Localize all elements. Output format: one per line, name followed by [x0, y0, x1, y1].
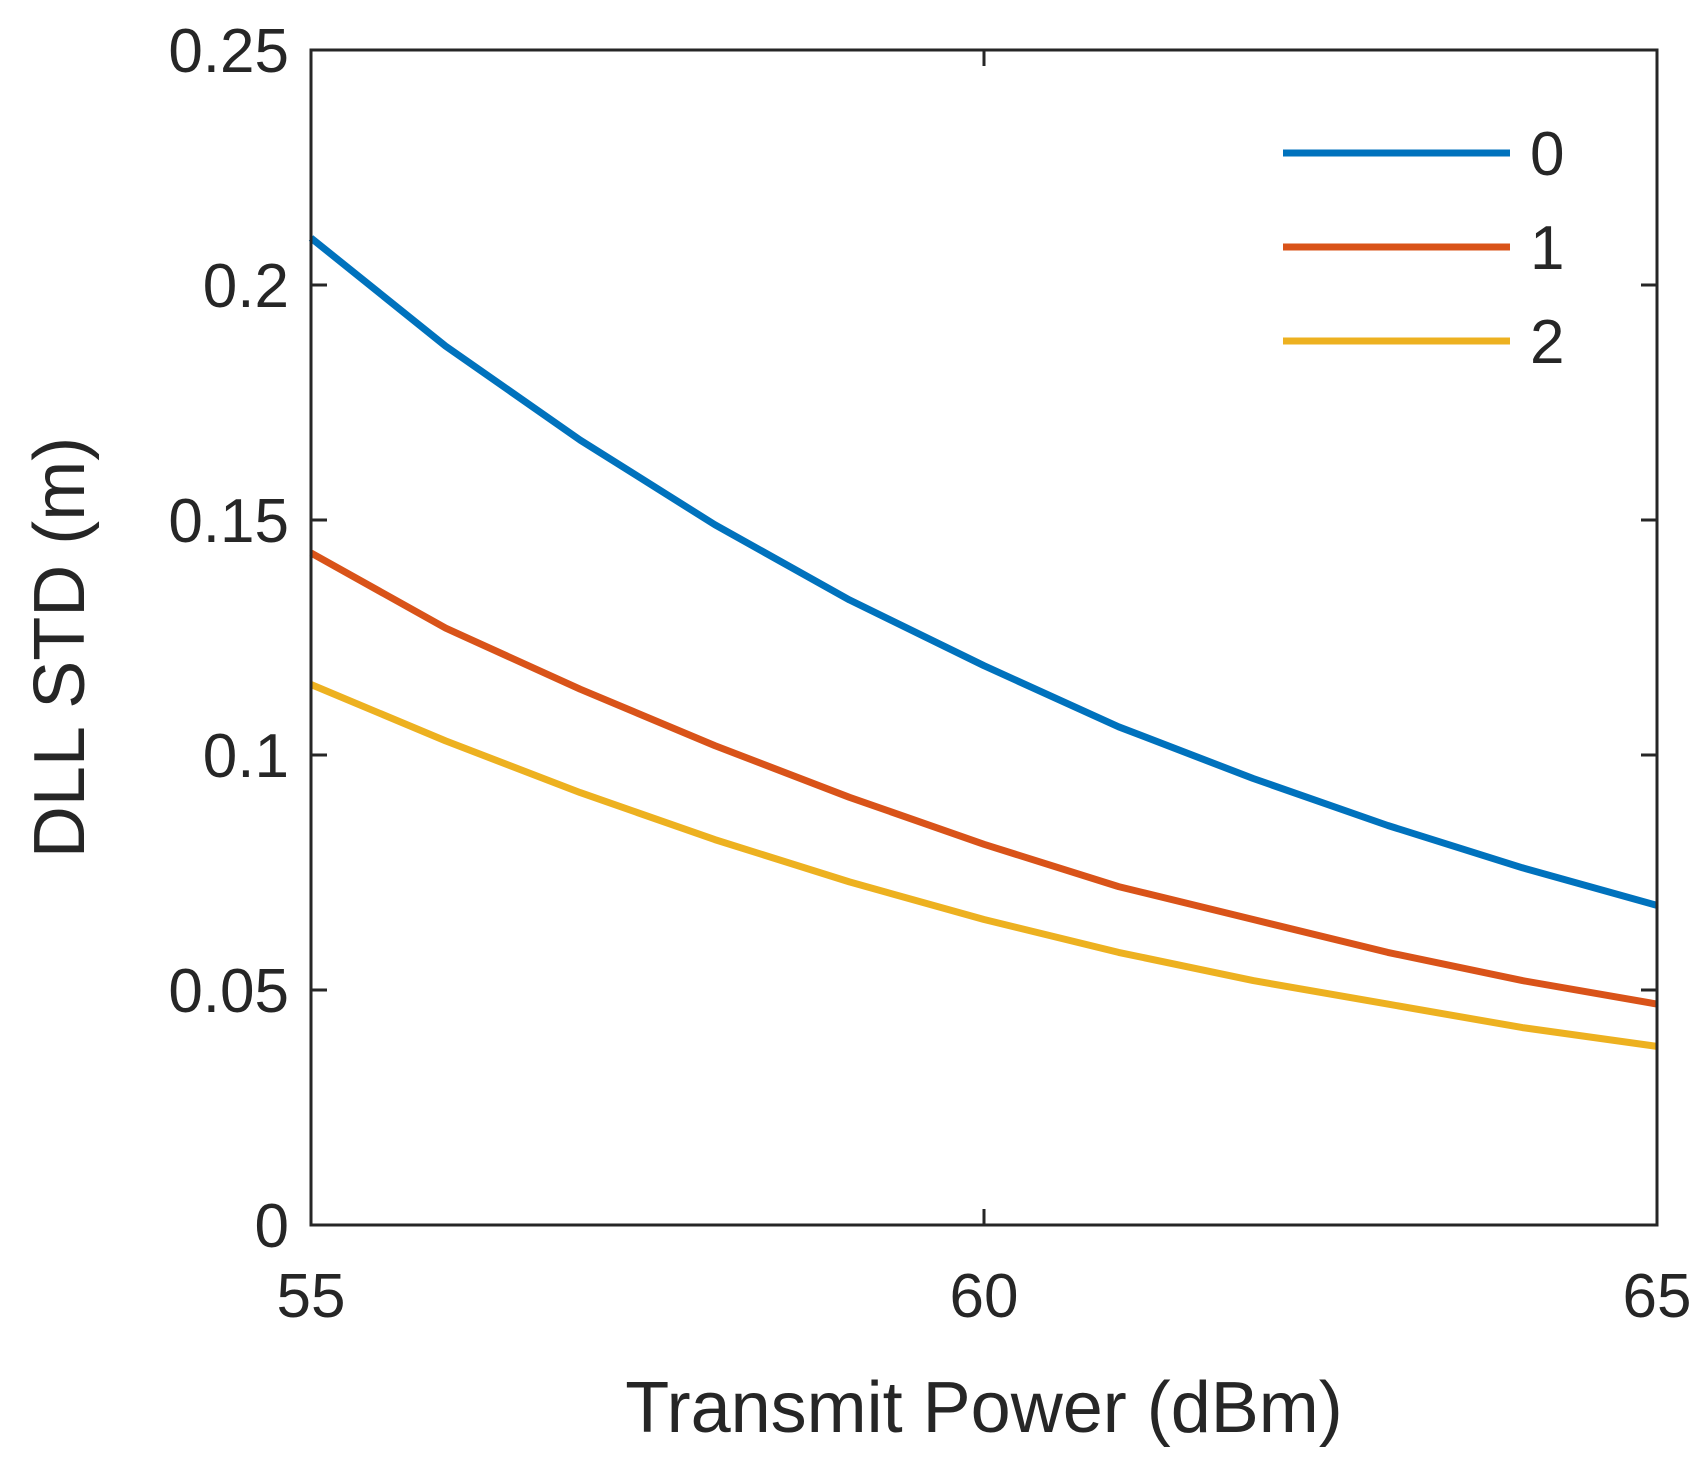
legend-label-1: 1: [1530, 214, 1564, 283]
y-tick-label: 0.2: [203, 252, 289, 321]
y-tick-label: 0.25: [168, 17, 289, 86]
ticks-layer: 55 60 65 0 0.05 0.1 0.15 0.2 0.25: [168, 17, 1691, 1331]
y-tick-label: 0.15: [168, 487, 289, 556]
series-line-2: [309, 681, 1658, 1050]
series-line-0: [308, 235, 1658, 909]
y-tick-label: 0: [255, 1192, 289, 1261]
series-line-1: [309, 549, 1658, 1008]
x-axis-label: Transmit Power (dBm): [625, 1368, 1342, 1448]
x-tick-label: 60: [950, 1262, 1019, 1331]
plot-frame: [309, 48, 1659, 1227]
legend-label-2: 2: [1530, 308, 1564, 377]
y-axis-label: DLL STD (m): [20, 437, 100, 858]
y-tick-label: 0.05: [168, 957, 289, 1026]
legend: 0 1 2: [1283, 120, 1564, 377]
x-tick-label: 55: [277, 1262, 346, 1331]
legend-label-0: 0: [1530, 120, 1564, 189]
x-tick-label: 65: [1623, 1262, 1692, 1331]
y-tick-label: 0.1: [203, 722, 289, 791]
series-layer: [308, 235, 1658, 1050]
